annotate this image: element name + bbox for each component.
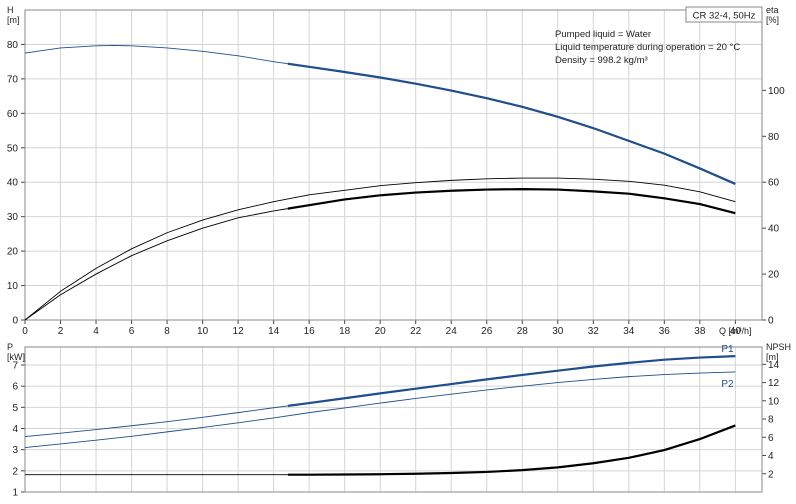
x-tick-label: 12: [233, 326, 245, 337]
x-tick-label: 8: [164, 326, 170, 337]
x-tick-label: 18: [339, 326, 351, 337]
series-line-1-2-bold: [287, 424, 736, 476]
info-line-density: Density = 998.2 kg/m³: [555, 55, 648, 66]
series-label: P1: [721, 344, 734, 355]
x-tick-label: 36: [659, 326, 671, 337]
y2-tick-label: 14: [768, 360, 780, 371]
x-axis-label: Q [m³/h]: [719, 326, 752, 336]
y2-tick-label: 60: [768, 178, 780, 189]
x-tick-label: 4: [93, 326, 99, 337]
y-tick-label: 70: [7, 74, 19, 85]
series-line-1-1: [24, 371, 736, 448]
y2-tick-label: 8: [768, 415, 774, 426]
x-tick-label: 16: [304, 326, 316, 337]
y-tick-label: 30: [7, 212, 19, 223]
y2-tick-label: 4: [768, 451, 774, 462]
info-line-pumped-liquid: Pumped liquid = Water: [555, 29, 651, 40]
y2-axis-unit: [m]: [766, 352, 779, 362]
series-line-0-2-thin: [24, 208, 288, 321]
y2-tick-label: 12: [768, 378, 780, 389]
series-line-0-1: [24, 177, 736, 321]
y-tick-label: 60: [7, 109, 19, 120]
x-tick-label: 26: [481, 326, 493, 337]
series-line-0-0-bold: [287, 62, 736, 185]
x-tick-label: 20: [375, 326, 387, 337]
x-tick-label: 14: [268, 326, 280, 337]
plot-frame: [24, 9, 763, 321]
plot-frame: [24, 346, 763, 493]
y-tick-label: 10: [7, 281, 19, 292]
y2-tick-label: 20: [768, 270, 780, 281]
y2-tick-label: 10: [768, 396, 780, 407]
series-line-0-2-bold: [287, 188, 736, 215]
y-axis-unit: [kW]: [7, 352, 25, 362]
y-tick-label: 7: [12, 360, 18, 371]
pump-model-badge: CR 32-4, 50Hz: [685, 6, 763, 23]
y2-tick-label: 2: [768, 469, 774, 480]
y-tick-label: 50: [7, 143, 19, 154]
y-tick-label: 5: [12, 403, 18, 414]
liquid-info: Pumped liquid = Water Liquid temperature…: [555, 29, 740, 66]
info-line-temperature: Liquid temperature during operation = 20…: [555, 42, 740, 53]
x-tick-label: 28: [517, 326, 529, 337]
y-tick-label: 3: [12, 445, 18, 456]
y-axis-label: H: [7, 5, 14, 15]
head-efficiency-chart: 0 2 4 6 8 10 12 14 16 18 20 22 24 26 28 30 32 34 36 38 40010…: [7, 5, 785, 337]
y2-axis-label: NPSH: [766, 342, 791, 352]
y-tick-label: 20: [7, 247, 19, 258]
y2-tick-label: 40: [768, 224, 780, 235]
series-label: P2: [721, 379, 734, 390]
x-tick-label: 2: [58, 326, 64, 337]
x-tick-label: 22: [410, 326, 422, 337]
pump-model-badge-frame: [685, 6, 763, 23]
series-line-1-0-thin: [24, 405, 288, 437]
x-tick-label: 40: [730, 326, 742, 337]
y-tick-label: 6: [12, 382, 18, 393]
x-tick-label: 32: [588, 326, 600, 337]
y2-axis-unit: [%]: [766, 15, 779, 25]
y-tick-label: 0: [12, 316, 18, 327]
y-axis-unit: [m]: [7, 15, 20, 25]
x-tick-label: 38: [694, 326, 706, 337]
y-tick-label: 2: [12, 466, 18, 477]
y2-tick-label: 100: [768, 86, 785, 97]
series-line-1-0-bold: [287, 355, 736, 407]
y2-tick-label: 0: [768, 316, 774, 327]
x-tick-label: 24: [446, 326, 458, 337]
pump-model-badge-text: CR 32-4, 50Hz: [693, 11, 756, 22]
y-axis-label: P: [7, 342, 13, 352]
y2-axis-label: eta: [766, 5, 779, 15]
y-tick-label: 80: [7, 40, 19, 51]
x-tick-label: 30: [552, 326, 564, 337]
x-tick-label: 34: [623, 326, 635, 337]
y2-tick-label: 6: [768, 433, 774, 444]
x-tick-label: 10: [197, 326, 209, 337]
x-tick-label: 0: [22, 326, 28, 337]
y2-tick-label: 80: [768, 132, 780, 143]
y-tick-label: 4: [12, 424, 18, 435]
y-tick-label: 1: [12, 488, 18, 499]
y-tick-label: 40: [7, 178, 19, 189]
x-tick-label: 6: [129, 326, 135, 337]
series-line-0-0-thin: [24, 45, 288, 65]
